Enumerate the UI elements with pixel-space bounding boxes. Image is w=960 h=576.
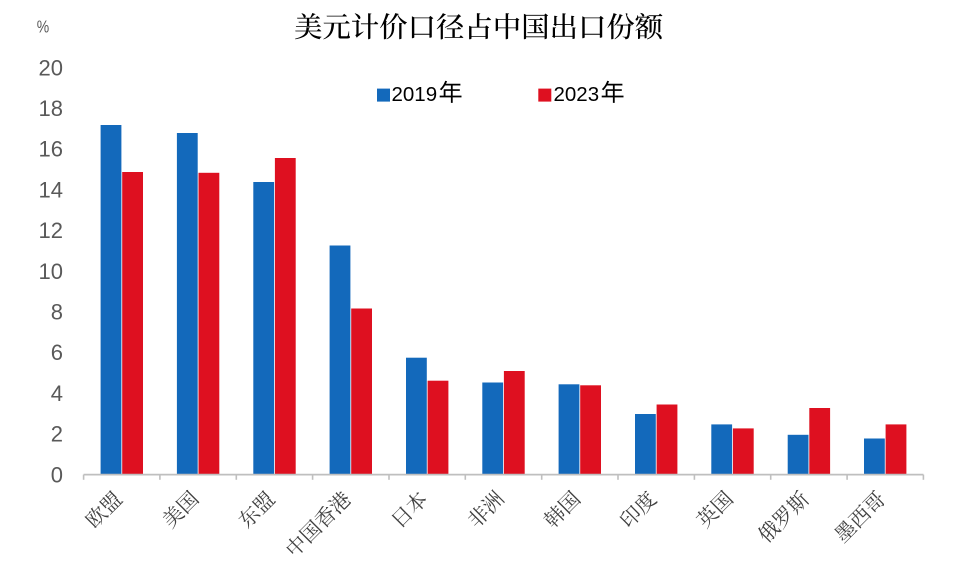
svg-text:6: 6	[51, 340, 63, 365]
svg-text:2: 2	[51, 422, 63, 447]
svg-text:4: 4	[51, 381, 63, 406]
svg-text:20: 20	[39, 55, 63, 80]
svg-text:12: 12	[39, 218, 63, 243]
svg-text:10: 10	[39, 259, 63, 284]
svg-text:2019: 2019	[392, 83, 438, 106]
svg-text:2023: 2023	[554, 83, 600, 106]
svg-text:16: 16	[39, 137, 63, 162]
svg-text:14: 14	[39, 177, 63, 202]
svg-text:18: 18	[39, 96, 63, 121]
svg-text:0: 0	[51, 462, 63, 487]
svg-text:%: %	[37, 18, 49, 37]
svg-text:8: 8	[51, 300, 63, 325]
